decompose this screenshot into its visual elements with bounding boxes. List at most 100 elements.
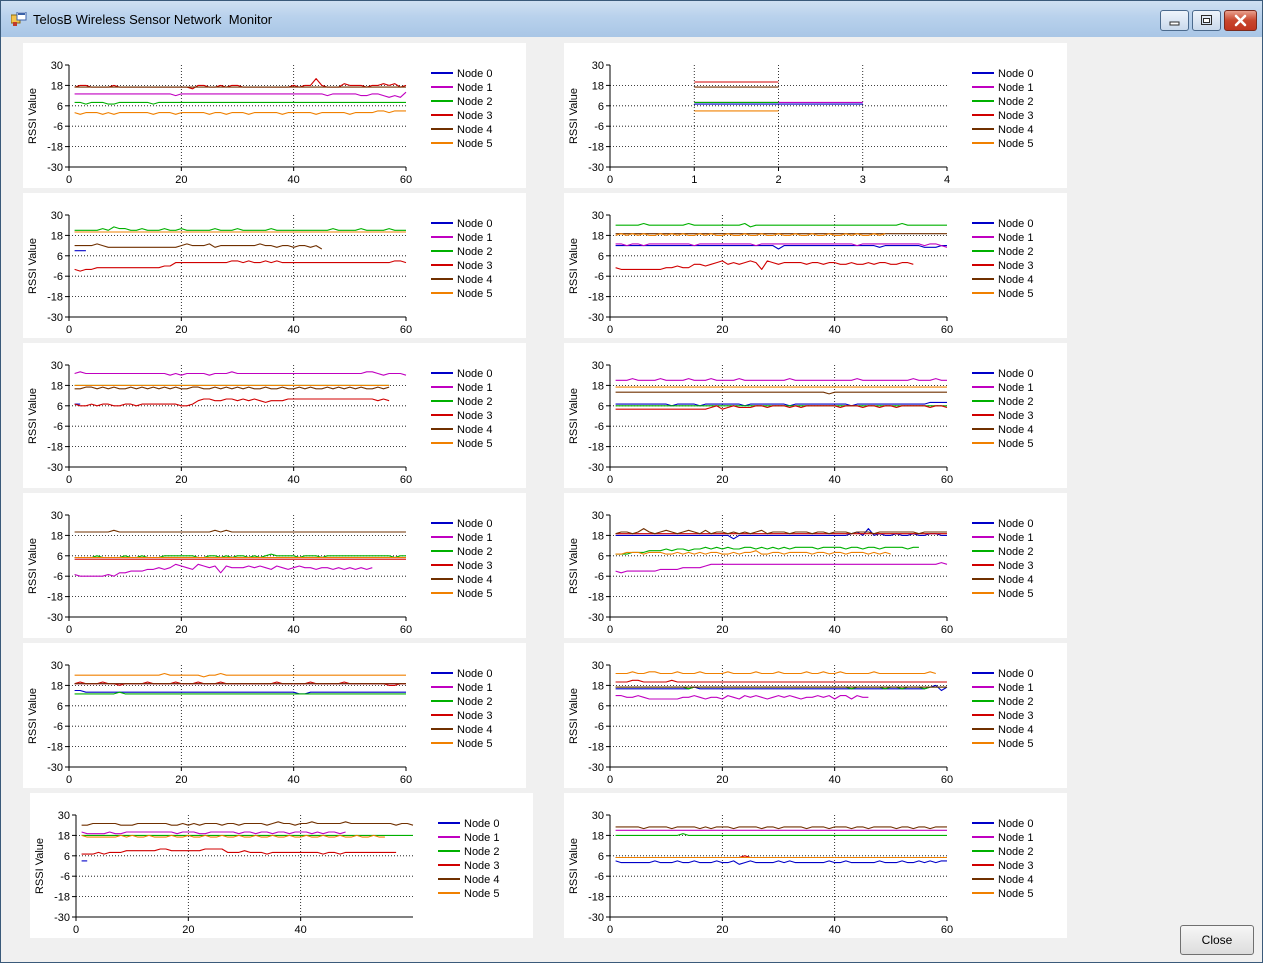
legend-label: Node 0 [998, 818, 1033, 830]
legend-label: Node 1 [457, 532, 492, 544]
x-tick-label: 40 [829, 624, 841, 636]
legend-label: Node 3 [457, 260, 492, 272]
legend-label: Node 1 [457, 232, 492, 244]
x-tick-label: 0 [607, 774, 613, 786]
x-tick-label: 0 [66, 174, 72, 186]
legend-label: Node 4 [457, 124, 492, 136]
legend-label: Node 2 [457, 696, 492, 708]
legend-label: Node 0 [998, 668, 1033, 680]
x-tick-label: 60 [941, 474, 953, 486]
legend-label: Node 0 [998, 218, 1033, 230]
series-line-node-2 [74, 226, 406, 231]
chart-svg: 30 18 6 -6 -18 -300 20 40 60 RSSI Value Node 0 Node… [27, 360, 492, 486]
x-tick-label: 0 [607, 624, 613, 636]
y-tick-label: -18 [588, 292, 604, 304]
legend-label: Node 1 [998, 232, 1033, 244]
rssi-chart-12: 30 18 6 -6 -18 -30 0 20 40 60 RSSI Value Node 0 Node… [564, 793, 1067, 938]
window-title: TelosB Wireless Sensor Network Monitor [33, 12, 273, 27]
series-line-node-5 [615, 233, 886, 236]
y-tick-label: 6 [64, 851, 70, 863]
minimize-icon [1169, 21, 1180, 26]
legend-label: Node 1 [457, 682, 492, 694]
window-close-button[interactable] [1224, 10, 1257, 31]
legend-label: Node 3 [457, 710, 492, 722]
x-tick-label: 20 [175, 474, 187, 486]
y-tick-label: 18 [592, 830, 604, 842]
y-tick-label: -6 [60, 871, 70, 883]
x-tick-label: 60 [941, 924, 953, 936]
series-line-node-0 [615, 684, 948, 692]
legend-label: Node 2 [457, 96, 492, 108]
series-line-node-4 [615, 528, 947, 535]
legend-label: Node 3 [998, 860, 1033, 872]
y-tick-label: -6 [53, 121, 63, 133]
minimize-button[interactable] [1160, 10, 1189, 31]
legend-label: Node 2 [457, 246, 492, 258]
y-tick-label: 30 [51, 60, 63, 72]
series-line-node-0 [615, 860, 947, 865]
x-tick-label: 60 [400, 324, 412, 336]
legend-label: Node 2 [457, 396, 492, 408]
legend-label: Node 0 [457, 218, 492, 230]
legend-label: Node 2 [998, 96, 1033, 108]
rssi-chart-9: 30 18 6 -6 -18 -30 0 20 40 60 RSSI Value Node 0 Node… [23, 643, 526, 788]
chart-svg: 30 18 6 -6 -18 -300 20 40 60 RSSI Value Node 0 Node… [568, 810, 1033, 936]
legend-label: Node 2 [998, 846, 1033, 858]
rssi-chart-11: 30 18 6 -6 -18 -30 0 20 40 RSSI Value Node 0 Node 1… [30, 793, 533, 938]
series-line-node-1 [74, 91, 407, 98]
series-line-node-2 [615, 833, 947, 836]
y-tick-label: 18 [592, 380, 604, 392]
y-tick-label: -6 [594, 571, 604, 583]
y-tick-label: 30 [51, 210, 63, 222]
x-tick-label: 20 [182, 924, 194, 936]
y-tick-label: 30 [592, 510, 604, 522]
y-tick-label: 18 [51, 380, 63, 392]
legend-label: Node 2 [457, 546, 492, 558]
rssi-chart-5: 30 18 6 -6 -18 -30 0 20 40 60 RSSI Value Node 0 Node… [23, 343, 526, 488]
series-line-node-3 [615, 405, 948, 410]
y-tick-label: 30 [51, 510, 63, 522]
series-line-node-4 [615, 826, 947, 830]
x-tick-label: 40 [829, 474, 841, 486]
x-tick-label: 40 [288, 174, 300, 186]
series-line-node-2 [74, 101, 406, 105]
y-tick-label: 6 [57, 551, 63, 563]
legend-label: Node 1 [457, 82, 492, 94]
legend-label: Node 3 [457, 110, 492, 122]
legend-label: Node 0 [998, 518, 1033, 530]
legend-label: Node 0 [464, 818, 499, 830]
y-tick-label: 30 [592, 210, 604, 222]
close-button[interactable]: Close [1180, 925, 1254, 955]
series-line-node-1 [81, 831, 346, 835]
y-tick-label: -18 [588, 142, 604, 154]
legend-label: Node 3 [998, 110, 1033, 122]
chart-svg: 30 18 6 -6 -18 -300 20 40 RSSI Value Node 0 Node 1… [34, 810, 499, 936]
y-axis-label: RSSI Value [568, 388, 580, 444]
y-tick-label: -6 [594, 721, 604, 733]
y-tick-label: 30 [592, 360, 604, 372]
y-tick-label: 18 [51, 680, 63, 692]
x-tick-label: 0 [73, 924, 79, 936]
y-tick-label: 30 [51, 660, 63, 672]
x-tick-label: 20 [175, 624, 187, 636]
series-line-node-3 [74, 260, 407, 272]
y-tick-label: -18 [47, 592, 63, 604]
maximize-button[interactable] [1192, 10, 1221, 31]
legend-label: Node 0 [998, 368, 1033, 380]
y-tick-label: 6 [57, 401, 63, 413]
series-line-node-2 [615, 222, 947, 228]
y-tick-label: 6 [57, 251, 63, 263]
y-tick-label: -30 [47, 462, 63, 474]
rssi-chart-6: 30 18 6 -6 -18 -30 0 20 40 60 RSSI Value Node 0 Node… [564, 343, 1067, 488]
series-line-node-5 [81, 834, 385, 838]
legend-label: Node 5 [457, 288, 492, 300]
y-tick-label: 6 [598, 551, 604, 563]
legend-label: Node 5 [998, 888, 1033, 900]
legend-label: Node 1 [998, 82, 1033, 94]
series-line-node-3 [81, 848, 397, 855]
legend-label: Node 2 [998, 546, 1033, 558]
x-tick-label: 2 [775, 174, 781, 186]
y-tick-label: 18 [58, 830, 70, 842]
series-line-node-1 [74, 563, 373, 577]
rssi-chart-7: 30 18 6 -6 -18 -30 0 20 40 60 RSSI Value Node 0 Node… [23, 493, 526, 638]
